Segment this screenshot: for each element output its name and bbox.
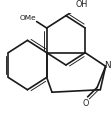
Text: O: O bbox=[83, 99, 89, 108]
Text: OMe: OMe bbox=[19, 15, 36, 21]
Text: OH: OH bbox=[76, 0, 88, 9]
Text: N: N bbox=[104, 61, 110, 70]
